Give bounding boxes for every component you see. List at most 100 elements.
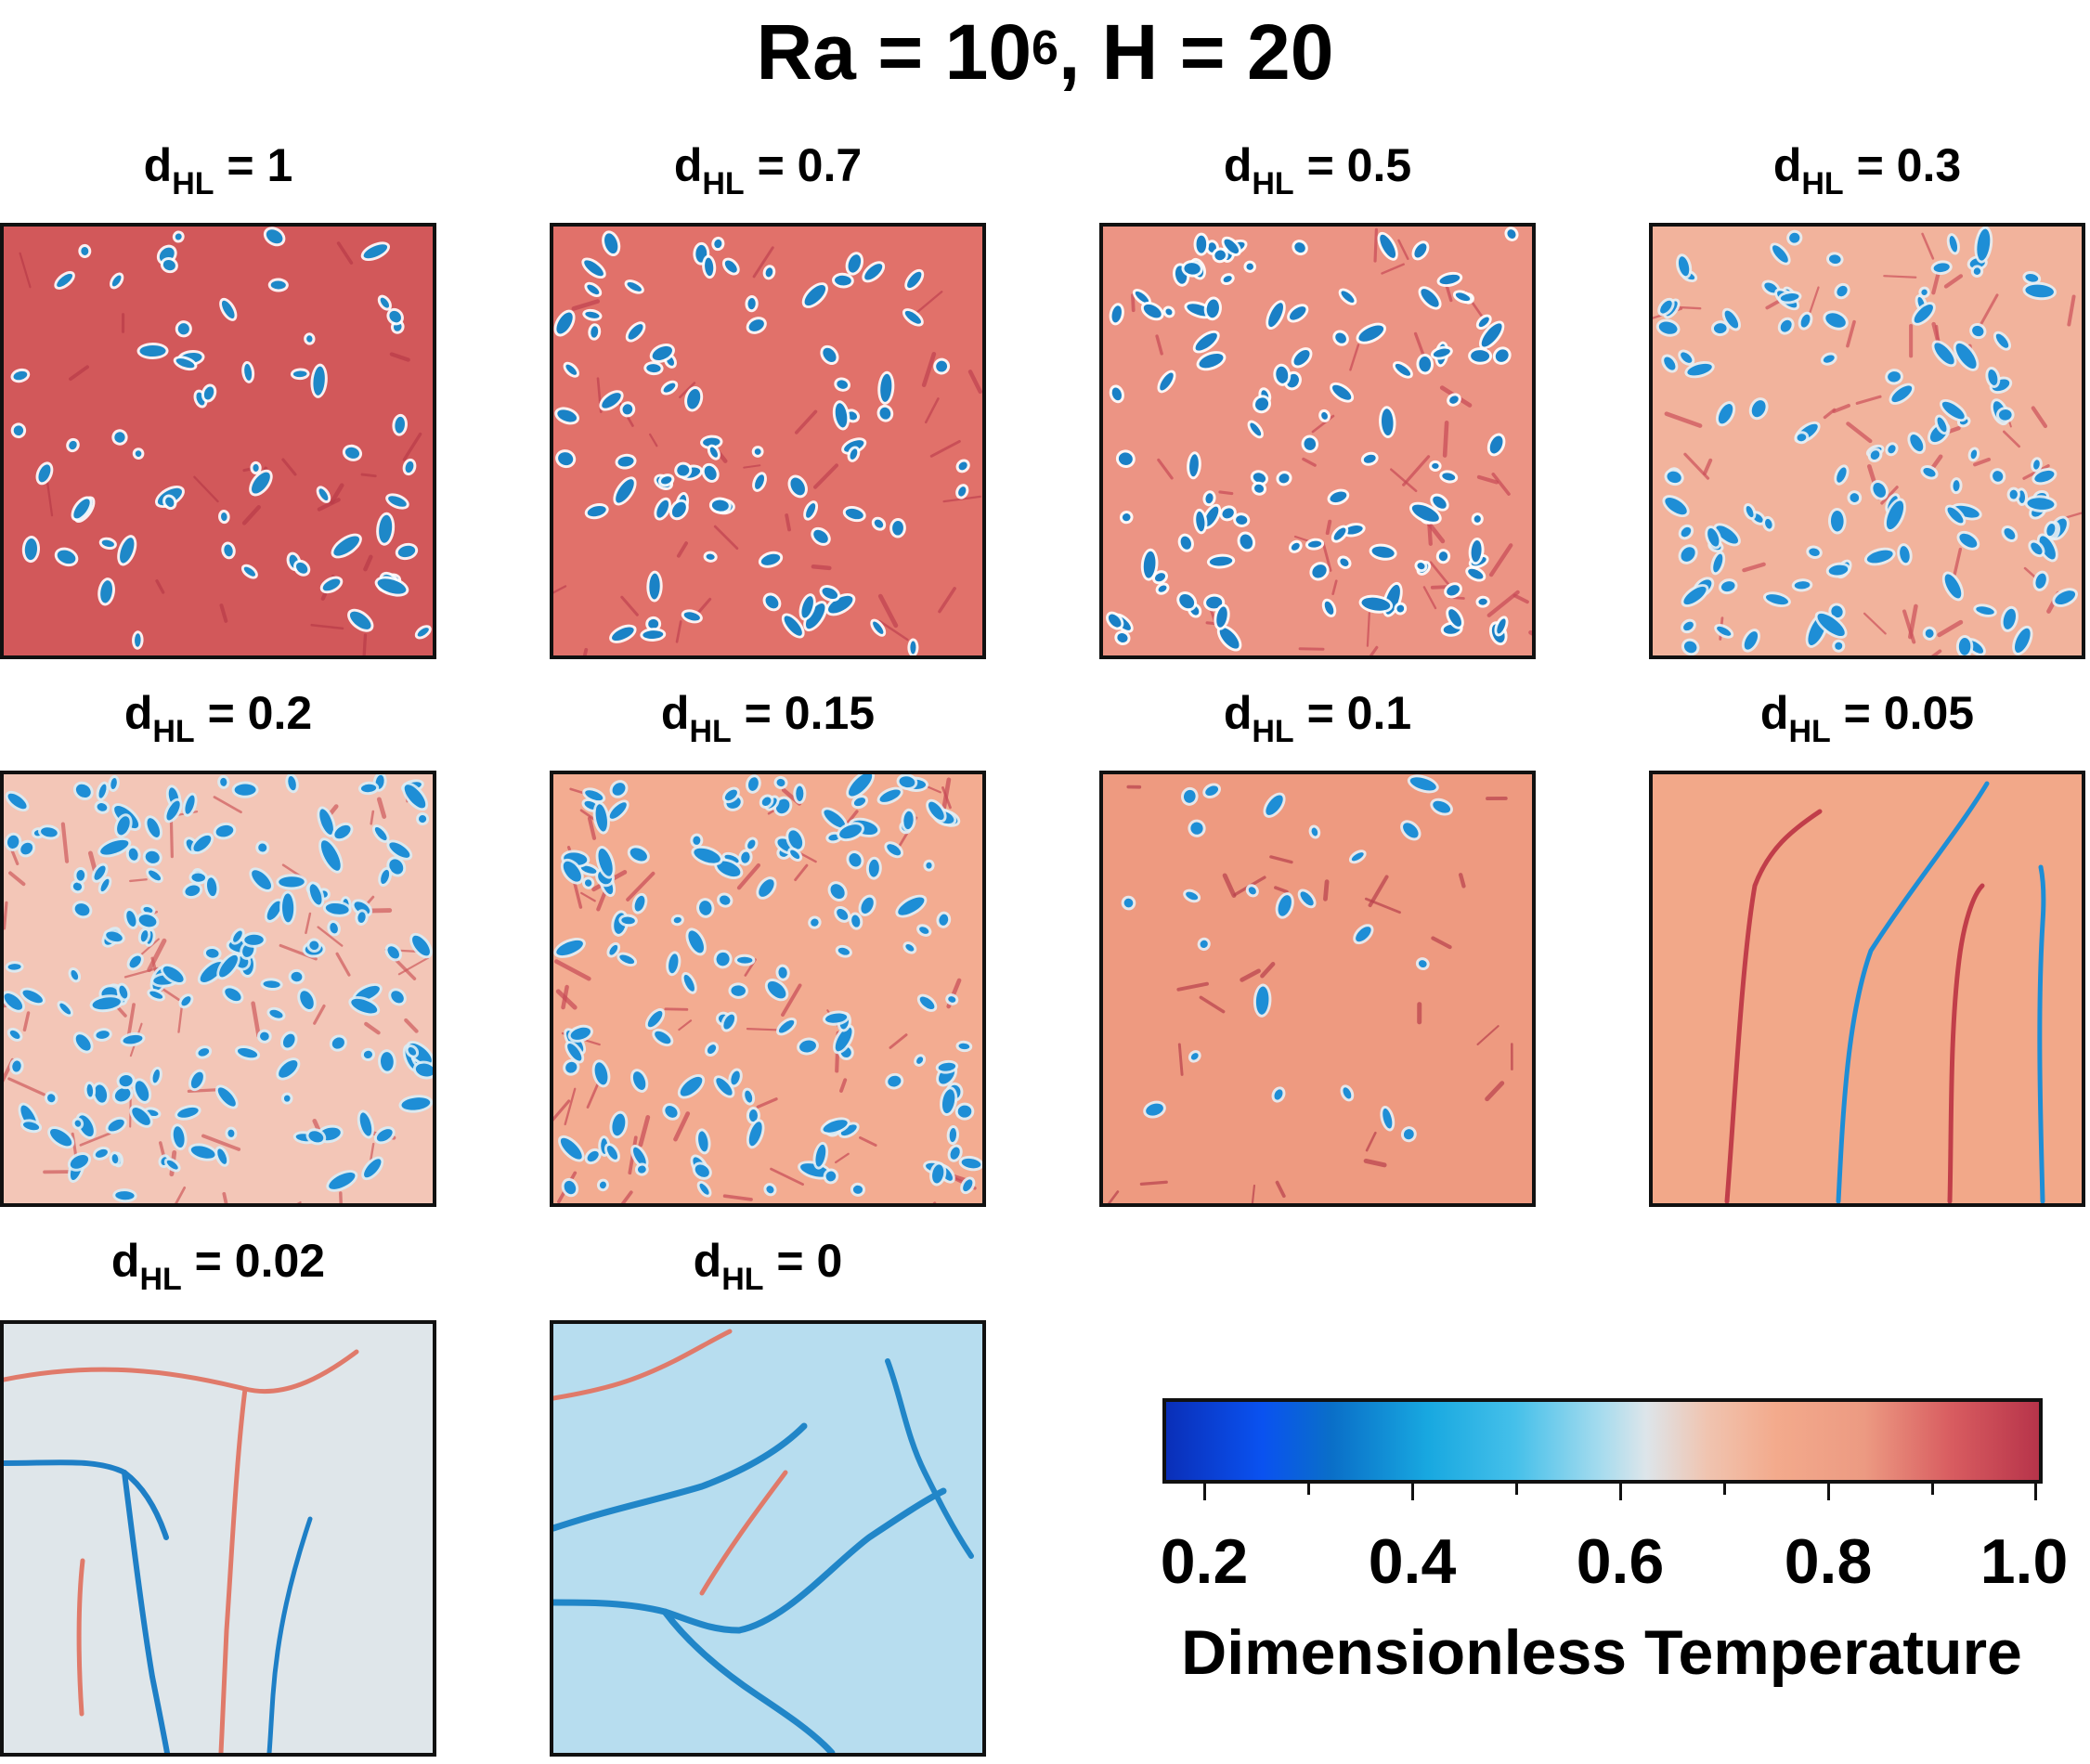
hot-streak xyxy=(967,370,982,395)
cold-plume xyxy=(1333,527,1346,540)
hot-streak xyxy=(1369,645,1379,655)
cold-plume xyxy=(114,432,125,443)
cold-plume xyxy=(1108,614,1122,628)
cold-plume xyxy=(1828,564,1849,576)
cold-plume xyxy=(558,452,574,466)
hot-streak xyxy=(1331,579,1338,596)
cold-plume xyxy=(683,974,695,992)
hot-streak xyxy=(1176,981,1209,992)
hot-streak xyxy=(582,647,589,655)
cold-plume xyxy=(748,777,759,791)
cold-sheet xyxy=(885,1358,974,1559)
hot-streak xyxy=(638,1115,651,1148)
cold-plume xyxy=(627,281,642,292)
hot-streak xyxy=(1429,561,1451,587)
cold-plume xyxy=(778,1019,795,1033)
cold-plume xyxy=(709,447,718,458)
cold-plume xyxy=(1403,823,1419,838)
cold-plume xyxy=(1300,891,1314,906)
panel-subscript: HL xyxy=(172,166,214,201)
colorbar-tick-label: 1.0 xyxy=(1980,1526,2069,1597)
cold-plume xyxy=(57,273,73,288)
cold-plume xyxy=(1276,366,1289,383)
cold-plume xyxy=(50,1128,72,1147)
cold-plume xyxy=(731,985,746,996)
cold-plume xyxy=(919,996,935,1010)
hot-streak xyxy=(376,797,387,819)
cold-plume xyxy=(135,450,142,457)
cold-plume xyxy=(419,814,427,824)
cold-plume xyxy=(1746,505,1754,518)
cold-plume xyxy=(377,578,407,594)
cold-plume xyxy=(556,312,573,334)
cold-plume xyxy=(706,553,715,560)
cold-plume xyxy=(1331,384,1352,400)
cold-plume xyxy=(1933,263,1950,273)
panel-title-9: dHL = 0.02 xyxy=(110,1235,326,1297)
hot-streak xyxy=(1431,936,1452,950)
cold-plume xyxy=(1448,609,1461,627)
cold-plume xyxy=(776,778,785,787)
cold-plume xyxy=(237,1047,258,1058)
hot-streak xyxy=(1177,1043,1184,1076)
cold-plume xyxy=(687,388,701,409)
cold-plume xyxy=(703,437,720,447)
hot-streak xyxy=(859,1135,877,1148)
cold-plume xyxy=(926,862,932,869)
hot-streak xyxy=(219,603,228,623)
hot-streak xyxy=(1977,293,1999,331)
cold-plume xyxy=(1253,484,1265,493)
hot-streak xyxy=(22,1011,31,1032)
cold-plume xyxy=(1340,558,1349,566)
temperature-field xyxy=(1653,774,2082,1203)
cold-plume xyxy=(227,1129,235,1137)
cold-plume xyxy=(699,901,712,915)
cold-plume xyxy=(1829,254,1841,265)
cold-plume xyxy=(916,1057,924,1064)
cold-plume xyxy=(319,809,333,835)
cold-plume xyxy=(570,1027,591,1040)
cold-plume xyxy=(1683,621,1694,631)
cold-plume xyxy=(1184,263,1201,275)
cold-plume xyxy=(269,1009,283,1018)
cold-plume xyxy=(351,998,378,1014)
cold-plume xyxy=(790,850,800,860)
cold-plume xyxy=(1351,852,1364,862)
cold-plume xyxy=(611,627,634,642)
cold-plume xyxy=(599,1181,606,1189)
hot-streak xyxy=(1953,547,1963,577)
cold-plume xyxy=(1478,317,1489,328)
cold-plume xyxy=(1411,504,1439,522)
cold-plume xyxy=(38,464,51,483)
hot-streak xyxy=(251,1001,261,1038)
cold-plume xyxy=(138,914,157,927)
cold-plume xyxy=(22,990,43,1004)
cold-plume xyxy=(1681,547,1695,562)
cold-plume xyxy=(632,1071,646,1090)
cold-plume xyxy=(1246,263,1253,270)
temperature-field xyxy=(4,227,433,655)
temperature-field-panel xyxy=(550,1320,986,1757)
cold-plume xyxy=(2003,608,2016,629)
cold-plume xyxy=(1278,895,1292,916)
hot-streak xyxy=(1476,1025,1499,1045)
cold-plume xyxy=(1955,343,1977,369)
cold-plume xyxy=(243,566,255,577)
cold-plume xyxy=(853,798,866,807)
cold-sheet xyxy=(661,1608,836,1753)
cold-plume xyxy=(585,879,592,887)
cold-plume xyxy=(903,811,914,830)
cold-plume xyxy=(665,1106,678,1118)
cold-plume xyxy=(200,962,224,982)
cold-plume xyxy=(190,1071,203,1089)
cold-plume xyxy=(837,380,849,389)
cold-plume xyxy=(244,934,264,945)
cold-plume xyxy=(69,440,77,450)
cold-plume xyxy=(888,1075,902,1087)
hot-streak xyxy=(123,966,160,979)
cold-plume xyxy=(1780,319,1792,332)
cold-plume xyxy=(874,519,884,528)
cold-plume xyxy=(9,1030,20,1039)
temperature-field xyxy=(1103,774,1532,1203)
hot-streak xyxy=(1275,1180,1286,1199)
